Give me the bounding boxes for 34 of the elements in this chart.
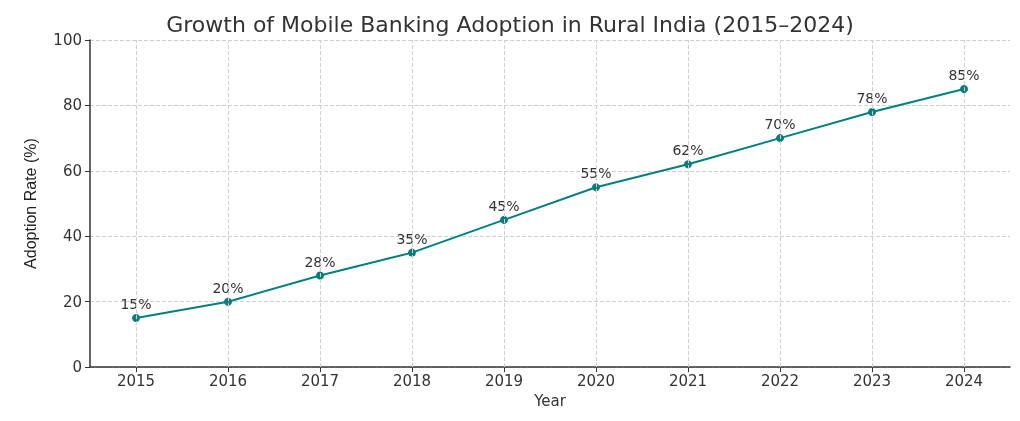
x-tick-label: 2023: [852, 371, 892, 390]
point: [132, 314, 140, 323]
x-tick-label: 2018: [392, 371, 432, 390]
x-tick-label: 2021: [668, 371, 708, 390]
data-label: 45%: [488, 197, 520, 214]
x-tick-label: 2020: [576, 371, 616, 390]
data-label: 28%: [304, 253, 336, 270]
y-tick-label: 60: [62, 161, 82, 180]
y-tick-label: 0: [72, 358, 82, 377]
y-tick-label: 20: [62, 292, 82, 311]
data-label: 85%: [948, 67, 980, 84]
x-tick-label: 2019: [484, 371, 524, 390]
y-axis-title: Adoption Rate (%): [21, 138, 39, 269]
point: [868, 107, 876, 116]
x-tick-label: 2022: [760, 371, 800, 390]
data-label: 35%: [396, 230, 428, 247]
x-tick-label: 2016: [208, 371, 248, 390]
y-tick-label: 40: [62, 227, 82, 246]
x-axis-title: Year: [533, 391, 567, 410]
x-tick-label: 2015: [116, 371, 156, 390]
chart-title: Growth of Mobile Banking Adoption in Rural India (2015–2024): [166, 11, 854, 37]
point: [960, 85, 968, 94]
data-label: 55%: [580, 165, 612, 182]
data-label: 20%: [212, 279, 244, 296]
data-label: 15%: [120, 296, 152, 313]
data-label: 62%: [672, 142, 704, 159]
point: [592, 183, 600, 192]
data-label: 70%: [764, 116, 796, 133]
y-tick-label: 80: [62, 96, 82, 115]
x-tick-label: 2024: [944, 371, 984, 390]
point: [776, 134, 784, 143]
point: [500, 215, 508, 224]
y-tick-label: 100: [53, 31, 82, 49]
x-tick-label: 2017: [300, 371, 340, 390]
